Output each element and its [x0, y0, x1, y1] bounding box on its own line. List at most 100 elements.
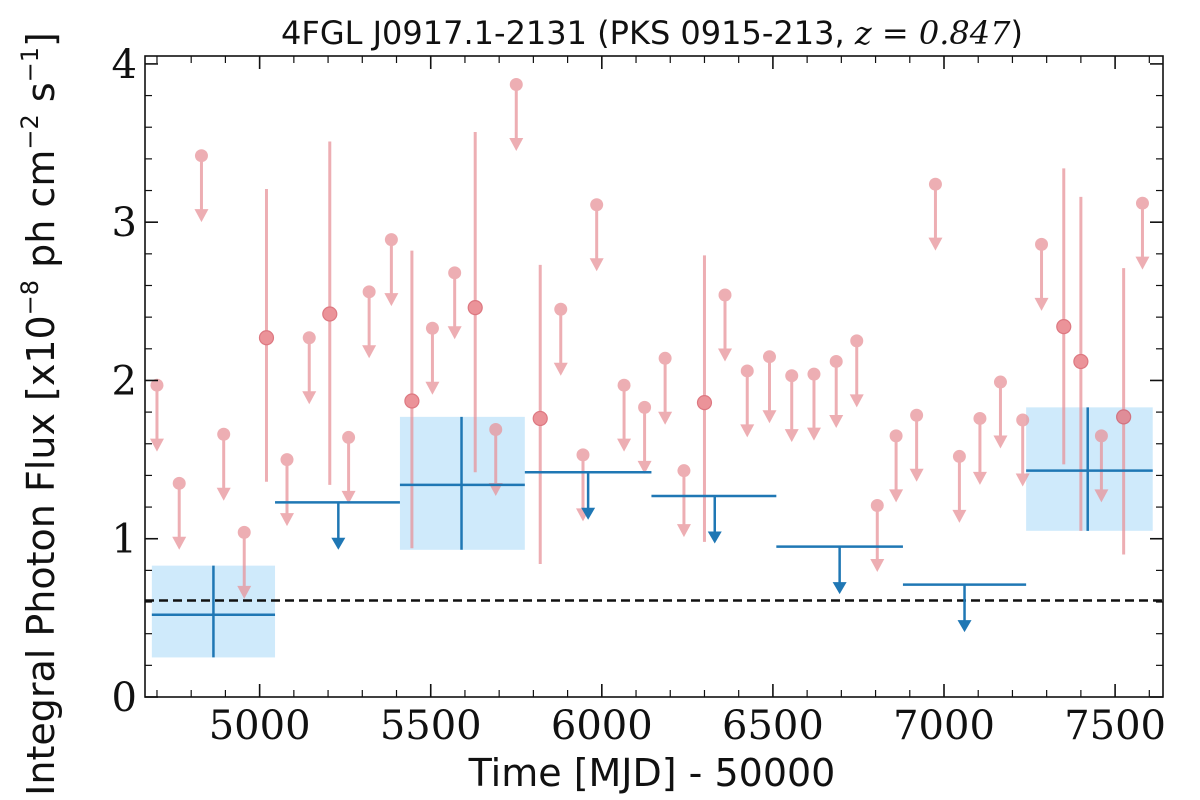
short-bin-ul-arrow-29	[889, 489, 904, 503]
x-tick-label-3: 6500	[722, 703, 824, 749]
short-bin-ul-arrow-16	[589, 258, 604, 272]
short-bin-point-6	[1056, 319, 1072, 335]
short-bin-ul-arrow-19	[658, 411, 673, 425]
x-tick-label-4: 7000	[893, 703, 995, 749]
short-bin-ul-point-16	[590, 198, 604, 212]
short-bin-ul-point-29	[889, 429, 903, 443]
chart-title: 4FGL J0917.1-2131 (PKS 0915-213, z = 0.8…	[281, 14, 1023, 52]
long-bin-ul-arrow-0	[331, 537, 346, 550]
short-bin-ul-arrow-7	[341, 490, 356, 504]
short-bin-ul-arrow-31	[928, 237, 943, 251]
axes: 5000 5500 6000 6500 7000 7500 0 1 2 3 4	[112, 42, 1166, 749]
short-bin-ul-point-5	[280, 453, 294, 467]
short-bin-ul-point-15	[576, 448, 590, 462]
y-tick-label-3: 3	[112, 200, 137, 246]
long-bin-ul-arrow-2	[707, 531, 722, 544]
short-bin-ul-arrow-37	[1094, 489, 1109, 503]
short-bin-point-5	[696, 395, 713, 411]
short-bin-ul-arrow-17	[617, 438, 632, 452]
chart-title-suffix: )	[1010, 14, 1022, 52]
short-bin-ul-arrow-13	[509, 137, 524, 151]
short-bin-ul-arrow-11	[447, 326, 462, 340]
short-bin-ul-point-18	[638, 400, 652, 414]
plot-frame	[144, 55, 1164, 698]
short-bin-ul-point-35	[1016, 413, 1030, 427]
short-bin-ul-arrow-18	[637, 460, 652, 474]
short-bin-ul-arrow-24	[784, 429, 799, 443]
short-bin-ul-arrow-14	[553, 362, 568, 376]
plot-area	[145, 77, 1163, 658]
short-bin-ul-arrow-1	[172, 536, 187, 550]
short-bin-point-8	[1116, 409, 1132, 425]
short-bin-ul-point-4	[237, 525, 251, 539]
short-bin-ul-arrow-10	[425, 381, 440, 395]
y-tick-label-4: 4	[112, 42, 137, 88]
short-bin-ul-point-28	[870, 498, 884, 512]
short-bin-ul-point-34	[993, 375, 1007, 389]
y-axis-label-mid2: s	[19, 82, 63, 114]
short-bin-ul-arrow-8	[362, 345, 377, 359]
short-bin-ul-point-33	[973, 411, 987, 425]
y-axis-label-main: Integral Photon Flux [x10	[19, 315, 63, 796]
short-bin-ul-point-11	[448, 266, 462, 280]
short-bin-ul-arrow-4	[237, 585, 252, 599]
x-tick-label-0: 5000	[209, 703, 311, 749]
long-bin-ul-arrow-3	[832, 582, 847, 595]
short-bin-ul-point-38	[1135, 196, 1149, 210]
short-bin-ul-arrow-0	[149, 438, 164, 452]
short-bin-ul-arrow-6	[302, 391, 317, 405]
short-bin-ul-arrow-21	[718, 348, 733, 362]
y-tick-label-2: 2	[112, 358, 137, 404]
short-bin-ul-point-2	[194, 149, 208, 163]
short-bin-ul-point-21	[718, 288, 732, 302]
short-bin-ul-point-27	[850, 334, 864, 348]
short-bin-ul-point-36	[1035, 237, 1049, 251]
short-bin-ul-point-13	[509, 77, 523, 91]
short-bin-ul-point-20	[677, 464, 691, 478]
short-bin-ul-point-0	[150, 378, 164, 392]
short-bin-ul-point-10	[425, 321, 439, 335]
short-bin-ul-point-14	[554, 302, 568, 316]
short-bin-ul-point-30	[910, 408, 924, 422]
short-bin-ul-arrow-34	[993, 435, 1008, 449]
short-bin-ul-arrow-12	[488, 482, 503, 496]
short-bin-ul-arrow-23	[762, 410, 777, 424]
plot-content	[145, 77, 1163, 658]
short-bin-point-7	[1073, 353, 1089, 370]
short-bin-ul-point-3	[217, 427, 231, 441]
short-bin-ul-point-12	[489, 423, 503, 437]
chart-title-prefix: 4FGL J0917.1-2131 (PKS 0915-213,	[281, 14, 855, 52]
x-tick-label-1: 5500	[380, 703, 482, 749]
y-axis-label: Integral Photon Flux [x10−8 ph cm−2 s−1]	[16, 32, 63, 796]
y-tick-label-1: 1	[112, 517, 137, 563]
short-bin-ul-arrow-22	[740, 424, 755, 438]
long-bin-ul-arrow-4	[957, 620, 972, 633]
short-bin-ul-arrow-5	[280, 513, 295, 527]
short-bin-ul-point-37	[1094, 429, 1108, 443]
short-bin-ul-arrow-35	[1015, 473, 1030, 487]
x-tick-label-2: 6000	[551, 703, 653, 749]
short-bin-ul-arrow-2	[194, 209, 209, 223]
x-axis-label: Time [MJD] - 50000	[468, 751, 836, 795]
long-bin-ul-arrow-1	[581, 507, 596, 520]
short-bin-ul-point-24	[785, 369, 799, 383]
short-bin-ul-arrow-36	[1034, 297, 1049, 311]
short-bin-ul-point-1	[172, 476, 186, 490]
short-bin-point-4	[532, 410, 548, 427]
y-axis-label-exp1: −8	[16, 280, 44, 315]
short-bin-ul-point-22	[740, 364, 754, 378]
short-bin-ul-point-17	[617, 378, 631, 392]
y-axis-label-end: ]	[19, 32, 63, 47]
short-bin-ul-arrow-30	[909, 468, 924, 482]
y-tick-label-0: 0	[112, 675, 137, 721]
short-bin-ul-point-31	[928, 177, 942, 191]
short-bin-ul-point-23	[762, 350, 776, 364]
short-bin-ul-arrow-25	[806, 427, 821, 441]
short-bin-ul-point-6	[302, 331, 316, 345]
y-axis-label-mid: ph cm	[19, 150, 63, 280]
short-bin-point-2	[404, 393, 420, 409]
short-bin-ul-point-7	[342, 430, 356, 444]
short-bin-ul-point-25	[807, 367, 821, 381]
short-bin-ul-point-8	[362, 285, 376, 299]
